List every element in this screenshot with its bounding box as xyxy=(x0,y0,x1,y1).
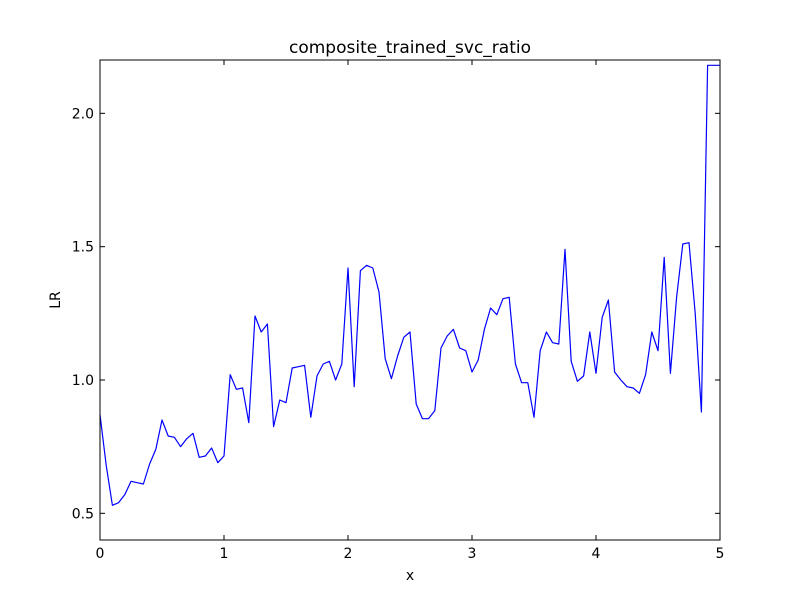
x-tick-label: 5 xyxy=(716,546,725,562)
y-tick-label: 1.5 xyxy=(72,240,94,256)
x-axis-label: x xyxy=(406,568,414,584)
x-tick-label: 4 xyxy=(592,546,601,562)
x-tick-label: 2 xyxy=(344,546,353,562)
plot-frame xyxy=(99,59,721,541)
x-tick-label: 1 xyxy=(220,546,229,562)
x-axis: 0 1 2 3 4 5 xyxy=(96,60,725,562)
y-axis-label: LR xyxy=(48,291,64,309)
y-axis: 0.5 1.0 1.5 2.0 xyxy=(72,106,720,522)
series-layer xyxy=(99,64,720,506)
x-tick-label: 3 xyxy=(468,546,477,562)
chart-title: composite_trained_svc_ratio xyxy=(289,38,531,58)
series-line xyxy=(99,64,720,506)
x-tick-label: 0 xyxy=(96,546,105,562)
y-tick-label: 2.0 xyxy=(72,106,94,122)
y-tick-label: 1.0 xyxy=(72,373,94,389)
y-tick-label: 0.5 xyxy=(72,506,94,522)
